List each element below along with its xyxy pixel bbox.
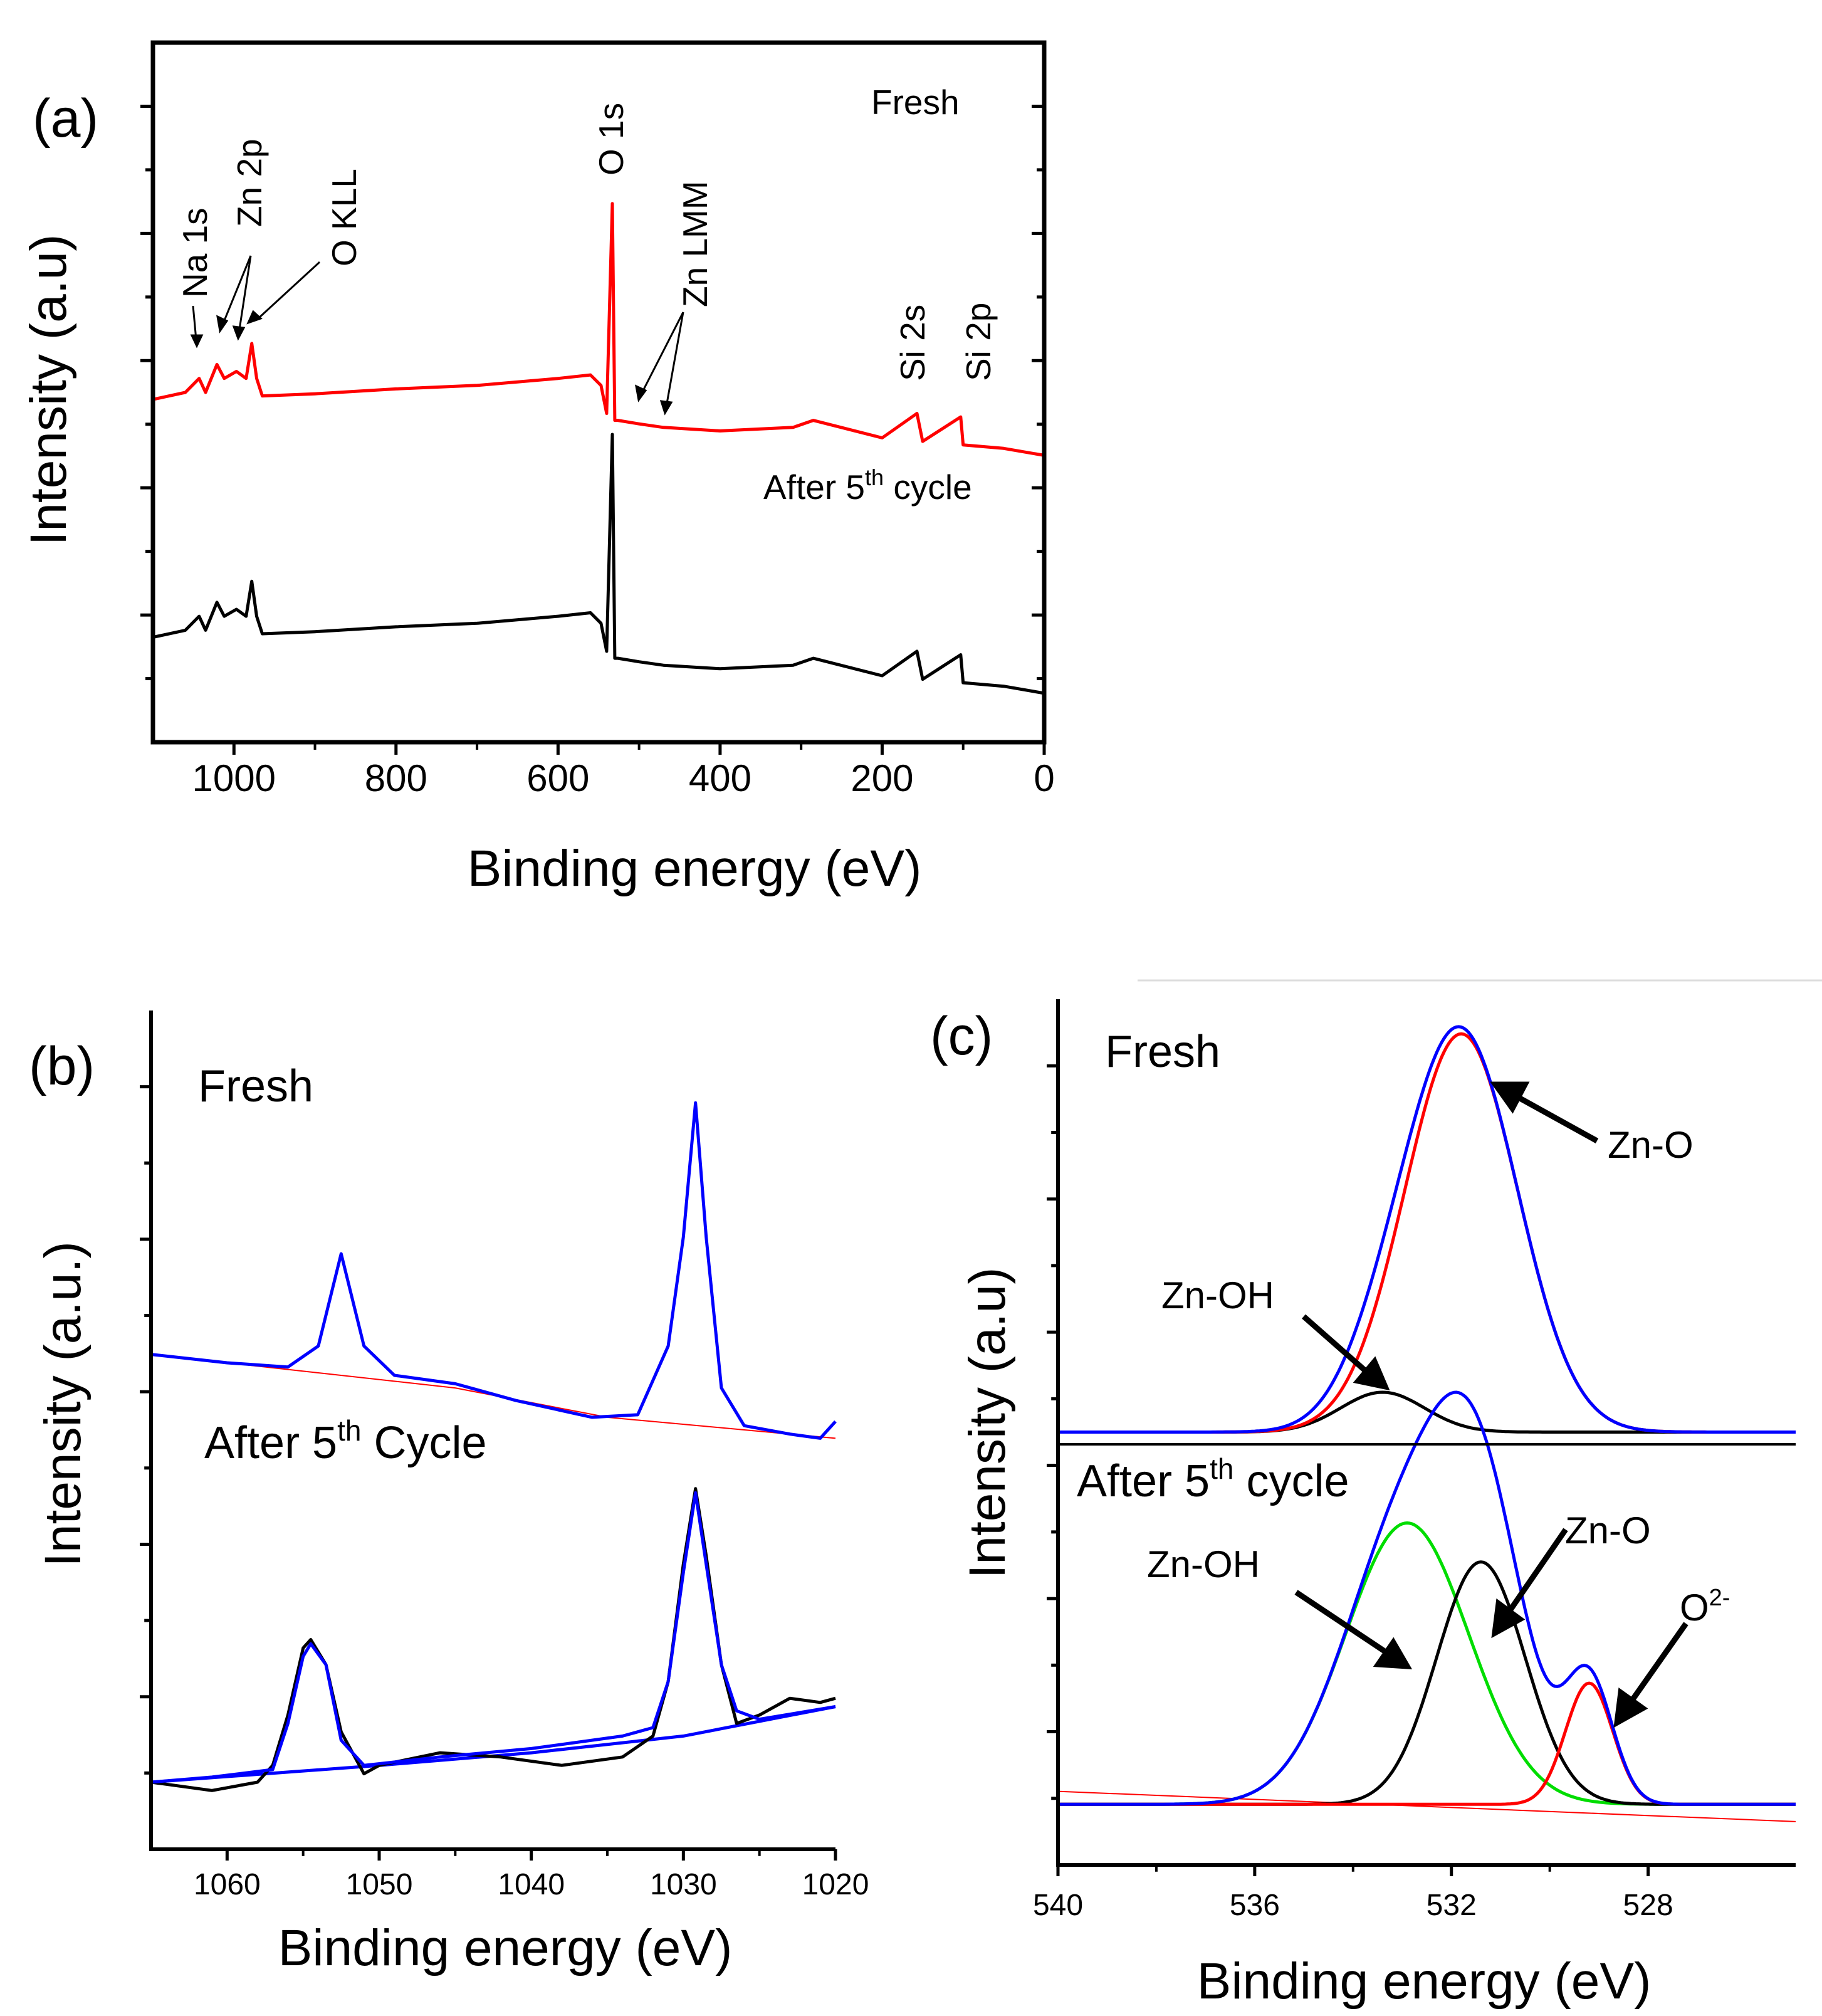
panel-c-ylabel: Intensity (a.u) [959,1268,1016,1579]
panel-c-series [1057,1025,1796,1822]
panel-b-after-fit [150,1491,836,1784]
panel-a-frame [150,40,1047,745]
panel-c-after-o2- [1058,1681,1796,1806]
panel-c-after-o2-label: O2- [1680,1585,1730,1629]
peak-label-zn2p: Zn 2p [230,139,269,227]
panel-b-ylabel: Intensity (a.u.) [34,1241,92,1567]
panel-c-arrows [1294,1081,1688,1728]
panel-b-series [150,1101,837,1792]
panel-a-label: (a) [33,88,98,149]
panel-c-legend-after: After 5th cycle [1077,1452,1349,1506]
panel-b-x-tick-label: 1020 [802,1868,869,1901]
panel-c-x-tick-label: 532 [1427,1889,1477,1922]
panel-c-x-tick-label: 540 [1033,1889,1083,1922]
panel-c-x-tick-label: 536 [1230,1889,1280,1922]
panel-b-legend-after: After 5th Cycle [204,1414,487,1468]
panel-c-fresh-envelope [1058,1025,1796,1434]
panel-b: (b) 1060 1050 1040 1030 1020 Binding energy … [29,1011,869,1977]
peak-label-si2p: Si 2p [959,303,998,381]
panel-c-xlabel: Binding energy (eV) [1197,1953,1652,2010]
panel-b-legend-after-sup: th [337,1414,361,1447]
panel-a-x-tick-label: 400 [689,757,751,799]
panel-c-after-zno-label: Zn-O [1565,1509,1651,1551]
panel-c-fresh-zno-label: Zn-O [1608,1124,1694,1166]
peak-label-na1s: Na 1s [175,207,214,298]
panel-a-x-tick-label: 0 [1034,757,1054,799]
panel-c-after-background [1057,1790,1796,1822]
panel-a-x-tick-label: 200 [851,757,913,799]
panel-c-fresh-znoh-label: Zn-OH [1161,1274,1274,1316]
panel-b-x-tick-label: 1040 [498,1868,565,1901]
peak-label-okll: O KLL [325,169,364,266]
panel-b-fresh-fit [150,1101,837,1440]
panel-a-x-tick-label: 800 [365,757,427,799]
panel-a-x-ticks: 1000 800 600 400 200 0 [192,742,1055,799]
panel-b-legend-after-tail: Cycle [361,1418,486,1468]
panel-b-legend-after-base: After 5 [204,1418,337,1468]
peak-label-o1s: O 1s [592,103,631,176]
panel-b-y-ticks [140,1085,151,1775]
panel-c: (c) 540 536 532 528 Binding energy (eV) Int… [930,999,1796,2010]
panel-c-after-o2-base: O [1680,1587,1709,1629]
panel-c-after-envelope [1058,1390,1796,1806]
panel-a-xlabel: Binding energy (eV) [468,840,922,897]
panel-c-fresh-zn-o [1058,1032,1796,1434]
panel-a-legend-after-tail: cycle [884,468,972,507]
panel-a-x-tick-label: 1000 [192,757,276,799]
panel-b-x-ticks: 1060 1050 1040 1030 1020 [194,1849,869,1901]
panel-a-series [152,202,1045,695]
panel-a-legend-after: After 5th cycle [763,465,972,507]
panel-c-label: (c) [930,1006,993,1066]
panel-a-series-after-5th-cycle [152,433,1045,695]
panel-b-x-tick-label: 1030 [650,1868,717,1901]
panel-c-x-tick-label: 528 [1623,1889,1673,1922]
panel-a-ylabel: Intensity (a.u) [20,234,77,546]
panel-b-x-tick-label: 1060 [194,1868,261,1901]
panel-b-x-tick-label: 1050 [346,1868,413,1901]
panel-c-y-ticks [1047,1064,1058,1800]
panel-b-after-baseline [150,1705,836,1784]
panel-c-fresh-zn-oh [1058,1390,1796,1434]
panel-c-legend-after-base: After 5 [1077,1456,1210,1506]
panel-b-label: (b) [29,1036,95,1096]
panel-a-arrows [190,255,684,416]
panel-b-legend-fresh: Fresh [198,1061,313,1111]
panel-b-after-data [150,1487,836,1792]
panel-a-legend-after-base: After 5 [763,468,865,507]
panel-c-legend-after-sup: th [1210,1452,1233,1485]
panel-a-series-fresh [152,202,1045,457]
panel-c-after-znoh-label: Zn-OH [1147,1543,1260,1585]
panel-a: (a) 1000 800 600 400 200 0 Binding energy (eV… [20,40,1055,897]
panel-c-x-ticks: 540 536 532 528 [1033,1865,1673,1922]
peak-label-znlmm: Zn LMM [676,181,715,307]
panel-c-after-o2-sup: 2- [1709,1585,1730,1611]
peak-label-si2s: Si 2s [893,305,932,381]
panel-a-legend-fresh: Fresh [871,83,960,122]
panel-a-x-tick-label: 600 [526,757,589,799]
panel-c-legend-after-tail: cycle [1233,1456,1349,1506]
panel-b-xlabel: Binding energy (eV) [278,1919,733,1977]
panel-a-legend-after-sup: th [865,465,884,490]
panel-a-y-ticks [140,104,1044,681]
panel-c-legend-fresh: Fresh [1105,1027,1220,1077]
